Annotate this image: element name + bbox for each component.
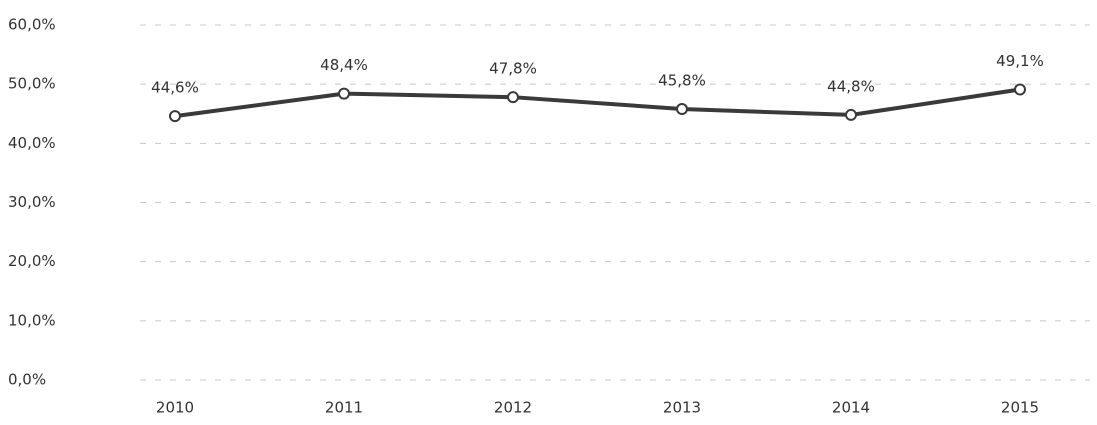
x-tick-label: 2011 (325, 399, 363, 417)
y-tick-label: 10,0% (8, 311, 56, 329)
marker (338, 87, 350, 100)
y-tick-label: 0,0% (8, 371, 46, 389)
data-label: 44,6% (151, 79, 199, 97)
data-label: 48,4% (320, 56, 368, 74)
x-tick-label: 2014 (832, 399, 870, 417)
y-tick-label: 40,0% (8, 134, 56, 152)
y-tick-label: 50,0% (8, 75, 56, 93)
x-tick-label: 2015 (1001, 399, 1039, 417)
x-tick-label: 2010 (156, 399, 194, 417)
x-tick-label: 2012 (494, 399, 532, 417)
data-label: 44,8% (827, 77, 875, 95)
data-label: 49,1% (996, 52, 1044, 70)
marker (169, 110, 181, 123)
marker (845, 108, 857, 121)
y-tick-label: 60,0% (8, 16, 56, 34)
y-tick-label: 20,0% (8, 252, 56, 270)
data-label: 47,8% (489, 60, 537, 78)
marker (1014, 83, 1026, 96)
marker (676, 103, 688, 116)
x-tick-label: 2013 (663, 399, 701, 417)
line (174, 87, 1021, 119)
marker (507, 91, 519, 104)
y-tick-label: 30,0% (8, 193, 56, 211)
data-label: 45,8% (658, 72, 706, 90)
